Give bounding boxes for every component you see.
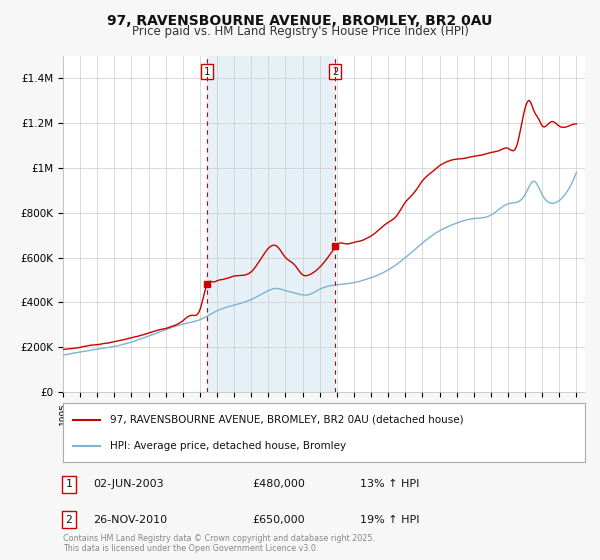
97, RAVENSBOURNE AVENUE, BROMLEY, BR2 0AU (detached house) [238, 272, 245, 279]
97, RAVENSBOURNE AVENUE, BROMLEY, BR2 0AU (detached house) [212, 278, 220, 284]
Text: 26-NOV-2010: 26-NOV-2010 [93, 515, 167, 525]
Text: 13% ↑ HPI: 13% ↑ HPI [360, 479, 419, 489]
HPI: Average price, detached house, Bromley: (2e+03, 3.87e+05): Average price, detached house, Bromley: … [230, 302, 237, 309]
Text: HPI: Average price, detached house, Bromley: HPI: Average price, detached house, Brom… [110, 441, 346, 451]
Text: 97, RAVENSBOURNE AVENUE, BROMLEY, BR2 0AU (detached house): 97, RAVENSBOURNE AVENUE, BROMLEY, BR2 0A… [110, 414, 464, 424]
Text: £650,000: £650,000 [252, 515, 305, 525]
Text: 1: 1 [65, 479, 73, 489]
97, RAVENSBOURNE AVENUE, BROMLEY, BR2 0AU (detached house) [284, 256, 291, 263]
97, RAVENSBOURNE AVENUE, BROMLEY, BR2 0AU (detached house) [526, 97, 533, 104]
Text: 97, RAVENSBOURNE AVENUE, BROMLEY, BR2 0AU: 97, RAVENSBOURNE AVENUE, BROMLEY, BR2 0A… [107, 14, 493, 28]
HPI: Average price, detached house, Bromley: (2.01e+03, 4.5e+05): Average price, detached house, Bromley: … [284, 288, 291, 295]
Text: £480,000: £480,000 [252, 479, 305, 489]
HPI: Average price, detached house, Bromley: (2.01e+03, 3.98e+05): Average price, detached house, Bromley: … [238, 300, 245, 306]
HPI: Average price, detached house, Bromley: (2.02e+03, 8.49e+05): Average price, detached house, Bromley: … [544, 198, 551, 205]
Text: 19% ↑ HPI: 19% ↑ HPI [360, 515, 419, 525]
HPI: Average price, detached house, Bromley: (2e+03, 2.15e+05): Average price, detached house, Bromley: … [122, 340, 130, 347]
97, RAVENSBOURNE AVENUE, BROMLEY, BR2 0AU (detached house) [545, 120, 553, 127]
HPI: Average price, detached house, Bromley: (2.02e+03, 9.8e+05): Average price, detached house, Bromley: … [573, 169, 580, 176]
Text: 2: 2 [332, 67, 338, 77]
HPI: Average price, detached house, Bromley: (2e+03, 3.6e+05): Average price, detached house, Bromley: … [212, 308, 220, 315]
Text: 2: 2 [65, 515, 73, 525]
Line: HPI: Average price, detached house, Bromley: HPI: Average price, detached house, Brom… [63, 172, 577, 355]
97, RAVENSBOURNE AVENUE, BROMLEY, BR2 0AU (detached house) [230, 273, 237, 279]
Bar [207, 56, 335, 392]
Text: 02-JUN-2003: 02-JUN-2003 [93, 479, 164, 489]
Text: Price paid vs. HM Land Registry's House Price Index (HPI): Price paid vs. HM Land Registry's House … [131, 25, 469, 38]
HPI: Average price, detached house, Bromley: (2e+03, 1.65e+05): Average price, detached house, Bromley: … [59, 352, 67, 358]
97, RAVENSBOURNE AVENUE, BROMLEY, BR2 0AU (detached house) [122, 336, 130, 343]
Text: 1: 1 [204, 67, 210, 77]
97, RAVENSBOURNE AVENUE, BROMLEY, BR2 0AU (detached house) [59, 346, 67, 353]
Text: Contains HM Land Registry data © Crown copyright and database right 2025.
This d: Contains HM Land Registry data © Crown c… [63, 534, 375, 553]
97, RAVENSBOURNE AVENUE, BROMLEY, BR2 0AU (detached house) [573, 120, 580, 127]
Line: 97, RAVENSBOURNE AVENUE, BROMLEY, BR2 0AU (detached house): 97, RAVENSBOURNE AVENUE, BROMLEY, BR2 0A… [63, 100, 577, 349]
